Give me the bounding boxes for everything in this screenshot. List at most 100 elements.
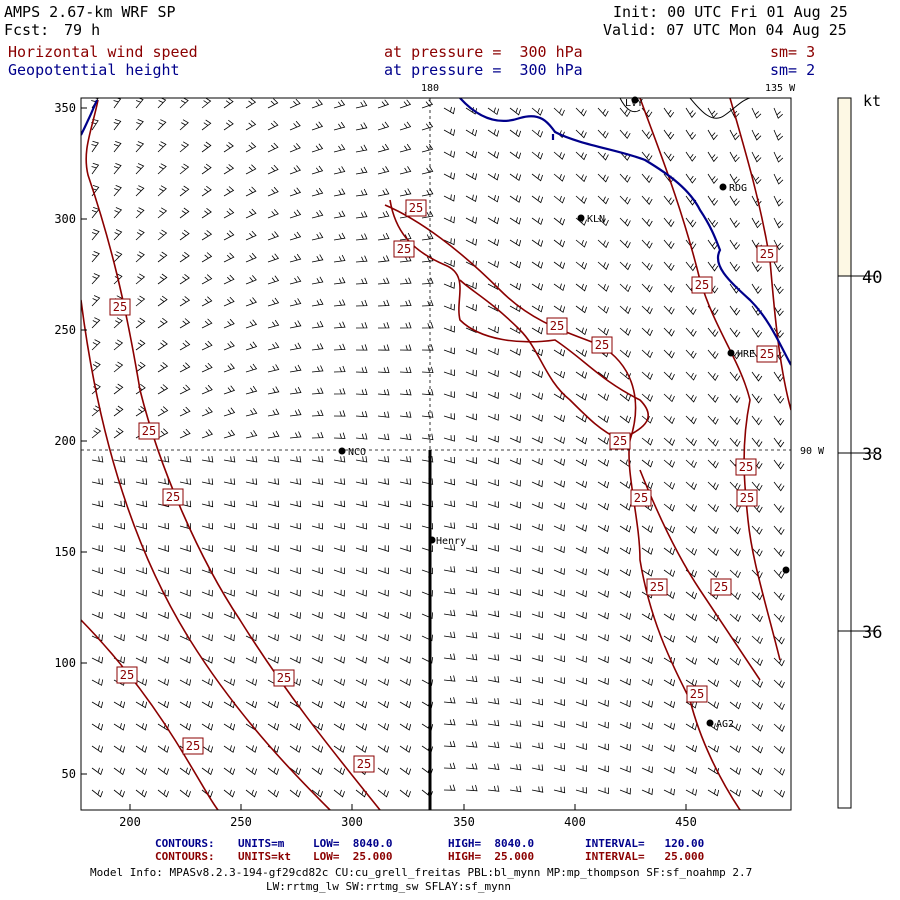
wind-barb — [399, 656, 412, 664]
wind-barb — [663, 239, 675, 250]
wind-barb — [113, 567, 125, 575]
wind-barb — [597, 524, 610, 533]
wind-barb — [399, 99, 412, 109]
wind-barb — [465, 522, 478, 530]
wind-barb — [707, 371, 719, 381]
axis-ticks — [81, 107, 687, 810]
wind-barb — [113, 611, 125, 619]
wind-barb — [91, 567, 103, 575]
wind-barb — [399, 433, 412, 441]
wind-barb — [201, 119, 212, 131]
wind-barb — [201, 340, 213, 351]
wind-barb — [91, 229, 100, 241]
wind-barb — [377, 767, 390, 776]
wind-barb — [91, 723, 104, 731]
wind-barb — [333, 656, 346, 664]
wind-barb — [223, 611, 235, 619]
wind-barb — [311, 99, 323, 109]
wind-barb — [377, 366, 390, 374]
wind-barb — [663, 151, 675, 162]
wind-barb — [531, 480, 543, 488]
wind-barb — [531, 107, 543, 116]
wind-barb — [333, 299, 346, 307]
wind-barb — [135, 141, 145, 153]
wind-barb — [597, 305, 609, 314]
wind-barb — [267, 386, 280, 395]
wind-barb — [751, 261, 762, 273]
wind-barb — [355, 700, 368, 709]
contour-label: 25 — [113, 300, 127, 314]
wind-barb — [465, 150, 478, 159]
wind-barb — [619, 612, 632, 620]
wind-barb — [355, 344, 368, 351]
wind-barb — [223, 119, 234, 131]
wind-barb — [641, 569, 654, 577]
wind-barb — [377, 255, 390, 263]
wind-barb — [443, 587, 456, 595]
wind-barb — [113, 119, 122, 131]
wind-barb — [685, 547, 697, 556]
valid-time: Valid: 07 UTC Mon 04 Aug 25 — [603, 21, 847, 39]
wind-barb — [619, 787, 631, 795]
colorbar-unit: kt — [863, 92, 881, 110]
wind-barb — [575, 524, 588, 532]
wind-barb — [663, 635, 676, 643]
wind-barb — [509, 173, 522, 181]
wind-barb — [179, 384, 191, 395]
wind-barb — [575, 502, 588, 510]
wind-barb — [773, 437, 785, 448]
wind-barb — [245, 545, 257, 552]
wind-barb — [289, 456, 302, 463]
wind-barb — [707, 173, 719, 184]
contour-label-box — [686, 685, 708, 703]
wind-barb — [267, 523, 280, 530]
wind-barb — [179, 185, 190, 197]
wind-barb — [443, 369, 455, 377]
wind-barb — [157, 229, 168, 241]
wind-barb — [135, 185, 145, 197]
wind-barb — [707, 261, 719, 272]
wind-barb — [707, 129, 718, 141]
wind-barb — [201, 723, 214, 731]
wind-barb — [179, 229, 190, 241]
contour-label-box — [162, 488, 184, 506]
wind-barb — [619, 700, 631, 708]
wind-barb — [333, 121, 346, 131]
wind-barb — [113, 500, 126, 508]
wind-barb — [751, 393, 763, 404]
wind-barb — [443, 456, 456, 464]
wind-barb — [663, 481, 675, 490]
wind-barb — [157, 478, 170, 485]
wind-barb — [751, 745, 763, 754]
wind-barb — [421, 299, 434, 307]
wind-barb — [553, 239, 565, 248]
station-dot-henry — [428, 536, 436, 544]
wind-barb — [641, 261, 653, 271]
wind-barb — [113, 634, 125, 642]
wind-barb — [377, 210, 390, 219]
wind-barb — [575, 568, 587, 576]
wind-barb — [707, 437, 719, 447]
wind-barb — [773, 767, 785, 776]
wind-barb — [531, 567, 543, 575]
wind-barb — [157, 251, 168, 263]
wind-barb — [267, 656, 280, 664]
wind-barb — [729, 745, 742, 754]
contour-label: 25 — [186, 739, 200, 753]
wind-barb — [729, 239, 741, 250]
wind-barb — [685, 129, 697, 140]
y-tick-label: 100 — [54, 656, 76, 670]
wind-barb — [223, 385, 236, 395]
lon-label-180: 180 — [421, 83, 439, 94]
wind-barb — [333, 99, 346, 109]
footer-model-info-2: LW:rrtmg_lw SW:rrtmg_sw SFLAY:sf_mynn — [266, 880, 512, 893]
wind-barb — [245, 208, 257, 219]
wind-barb — [751, 503, 763, 513]
wind-barb — [267, 186, 279, 197]
wind-barb — [663, 547, 676, 556]
wind-barb — [135, 745, 148, 753]
station-dot-kln — [577, 214, 585, 222]
wind-barb — [619, 283, 631, 293]
wind-barb — [91, 545, 103, 552]
wind-barb — [223, 478, 236, 485]
